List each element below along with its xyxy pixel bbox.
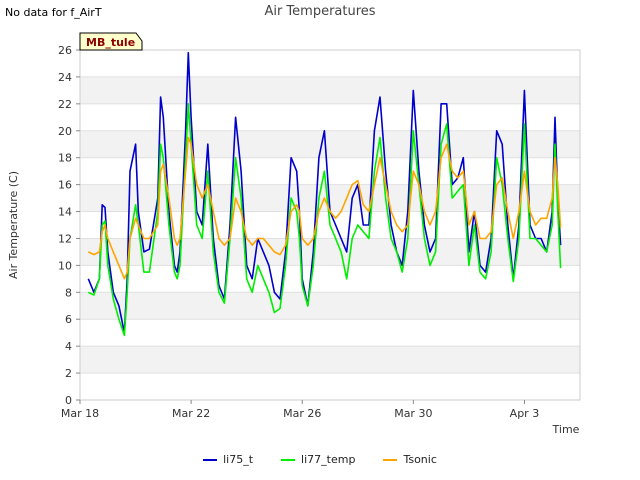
legend-label-li75-t: li75_t (223, 453, 254, 466)
y-tick-label-14: 14 (58, 206, 72, 219)
annotation-label: MB_tule (86, 36, 135, 49)
y-tick-label-20: 20 (58, 125, 72, 138)
y-tick-label-26: 26 (58, 44, 72, 57)
x-tick-label-3: Mar 30 (394, 407, 432, 420)
x-axis-ticks: Mar 18 Mar 22 Mar 26 Mar 30 Apr 3 (61, 400, 539, 420)
legend-item-li75-t: li75_t (203, 453, 253, 466)
plot-frame (79, 49, 581, 401)
y-tick-label-2: 2 (65, 367, 72, 380)
x-axis-label: Time (552, 423, 580, 436)
legend-swatch-li75-t (203, 458, 218, 461)
y-tick-label-4: 4 (65, 340, 72, 353)
y-tick-label-10: 10 (58, 259, 72, 272)
y-tick-label-22: 22 (58, 98, 72, 111)
x-tick-label-0: Mar 18 (61, 407, 99, 420)
x-tick-label-4: Apr 3 (510, 407, 540, 420)
x-tick-label-1: Mar 22 (172, 407, 210, 420)
no-data-notice: No data for f_AirT (5, 6, 102, 19)
chart-title: Air Temperatures (264, 4, 375, 19)
y-tick-label-0: 0 (65, 394, 72, 407)
y-tick-label-12: 12 (58, 232, 72, 245)
y-tick-label-24: 24 (58, 71, 72, 84)
legend-swatch-tsonic (383, 458, 398, 461)
band-2 (80, 346, 580, 374)
legend-item-li77-temp: li77_temp (281, 453, 355, 466)
legend-swatch-li77-temp (281, 458, 296, 461)
y-tick-label-6: 6 (65, 313, 72, 326)
legend-label-tsonic: Tsonic (403, 453, 437, 466)
annotation-box (79, 32, 143, 51)
series-line-li77-temp (87, 103, 562, 337)
legend: li75_t li77_temp Tsonic (0, 453, 640, 466)
mb-tule-annotation: MB_tule (79, 32, 143, 51)
y-axis-label: Air Temperature (C) (7, 171, 20, 279)
y-tick-label-8: 8 (65, 286, 72, 299)
legend-item-tsonic: Tsonic (383, 453, 437, 466)
band-22 (80, 76, 580, 104)
band-10 (80, 238, 580, 266)
series-line-tsonic (87, 136, 562, 280)
band-18 (80, 130, 580, 158)
y-tick-label-16: 16 (58, 179, 72, 192)
band-6 (80, 292, 580, 320)
legend-label-li77-temp: li77_temp (301, 453, 356, 466)
x-tick-label-2: Mar 26 (283, 407, 321, 420)
series-lines (87, 51, 562, 337)
y-tick-label-18: 18 (58, 152, 72, 165)
